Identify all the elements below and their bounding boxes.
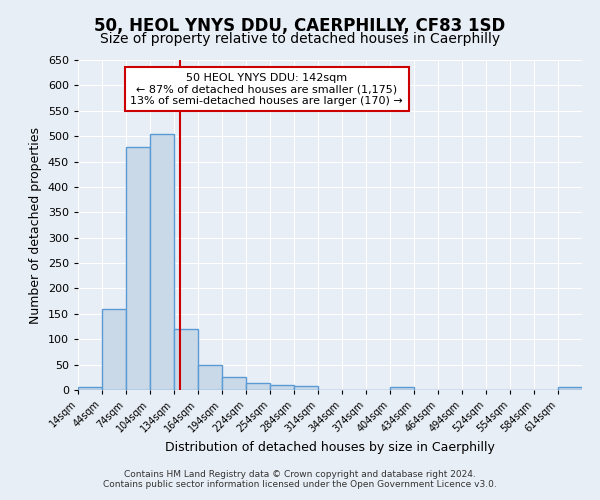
Bar [246,384,270,390]
Text: 50, HEOL YNYS DDU, CAERPHILLY, CF83 1SD: 50, HEOL YNYS DDU, CAERPHILLY, CF83 1SD [94,18,506,36]
Bar [222,378,246,390]
Bar [270,385,294,390]
Bar [174,329,198,390]
X-axis label: Distribution of detached houses by size in Caerphilly: Distribution of detached houses by size … [165,441,495,454]
Bar [558,388,582,390]
Bar [102,309,126,390]
Bar [294,386,318,390]
Text: Size of property relative to detached houses in Caerphilly: Size of property relative to detached ho… [100,32,500,46]
Text: Contains HM Land Registry data © Crown copyright and database right 2024.
Contai: Contains HM Land Registry data © Crown c… [103,470,497,489]
Bar [126,148,150,390]
Bar [390,387,414,390]
Bar [198,364,222,390]
Bar [78,388,102,390]
Text: 50 HEOL YNYS DDU: 142sqm
← 87% of detached houses are smaller (1,175)
13% of sem: 50 HEOL YNYS DDU: 142sqm ← 87% of detach… [130,72,403,106]
Bar [150,134,174,390]
Y-axis label: Number of detached properties: Number of detached properties [29,126,42,324]
